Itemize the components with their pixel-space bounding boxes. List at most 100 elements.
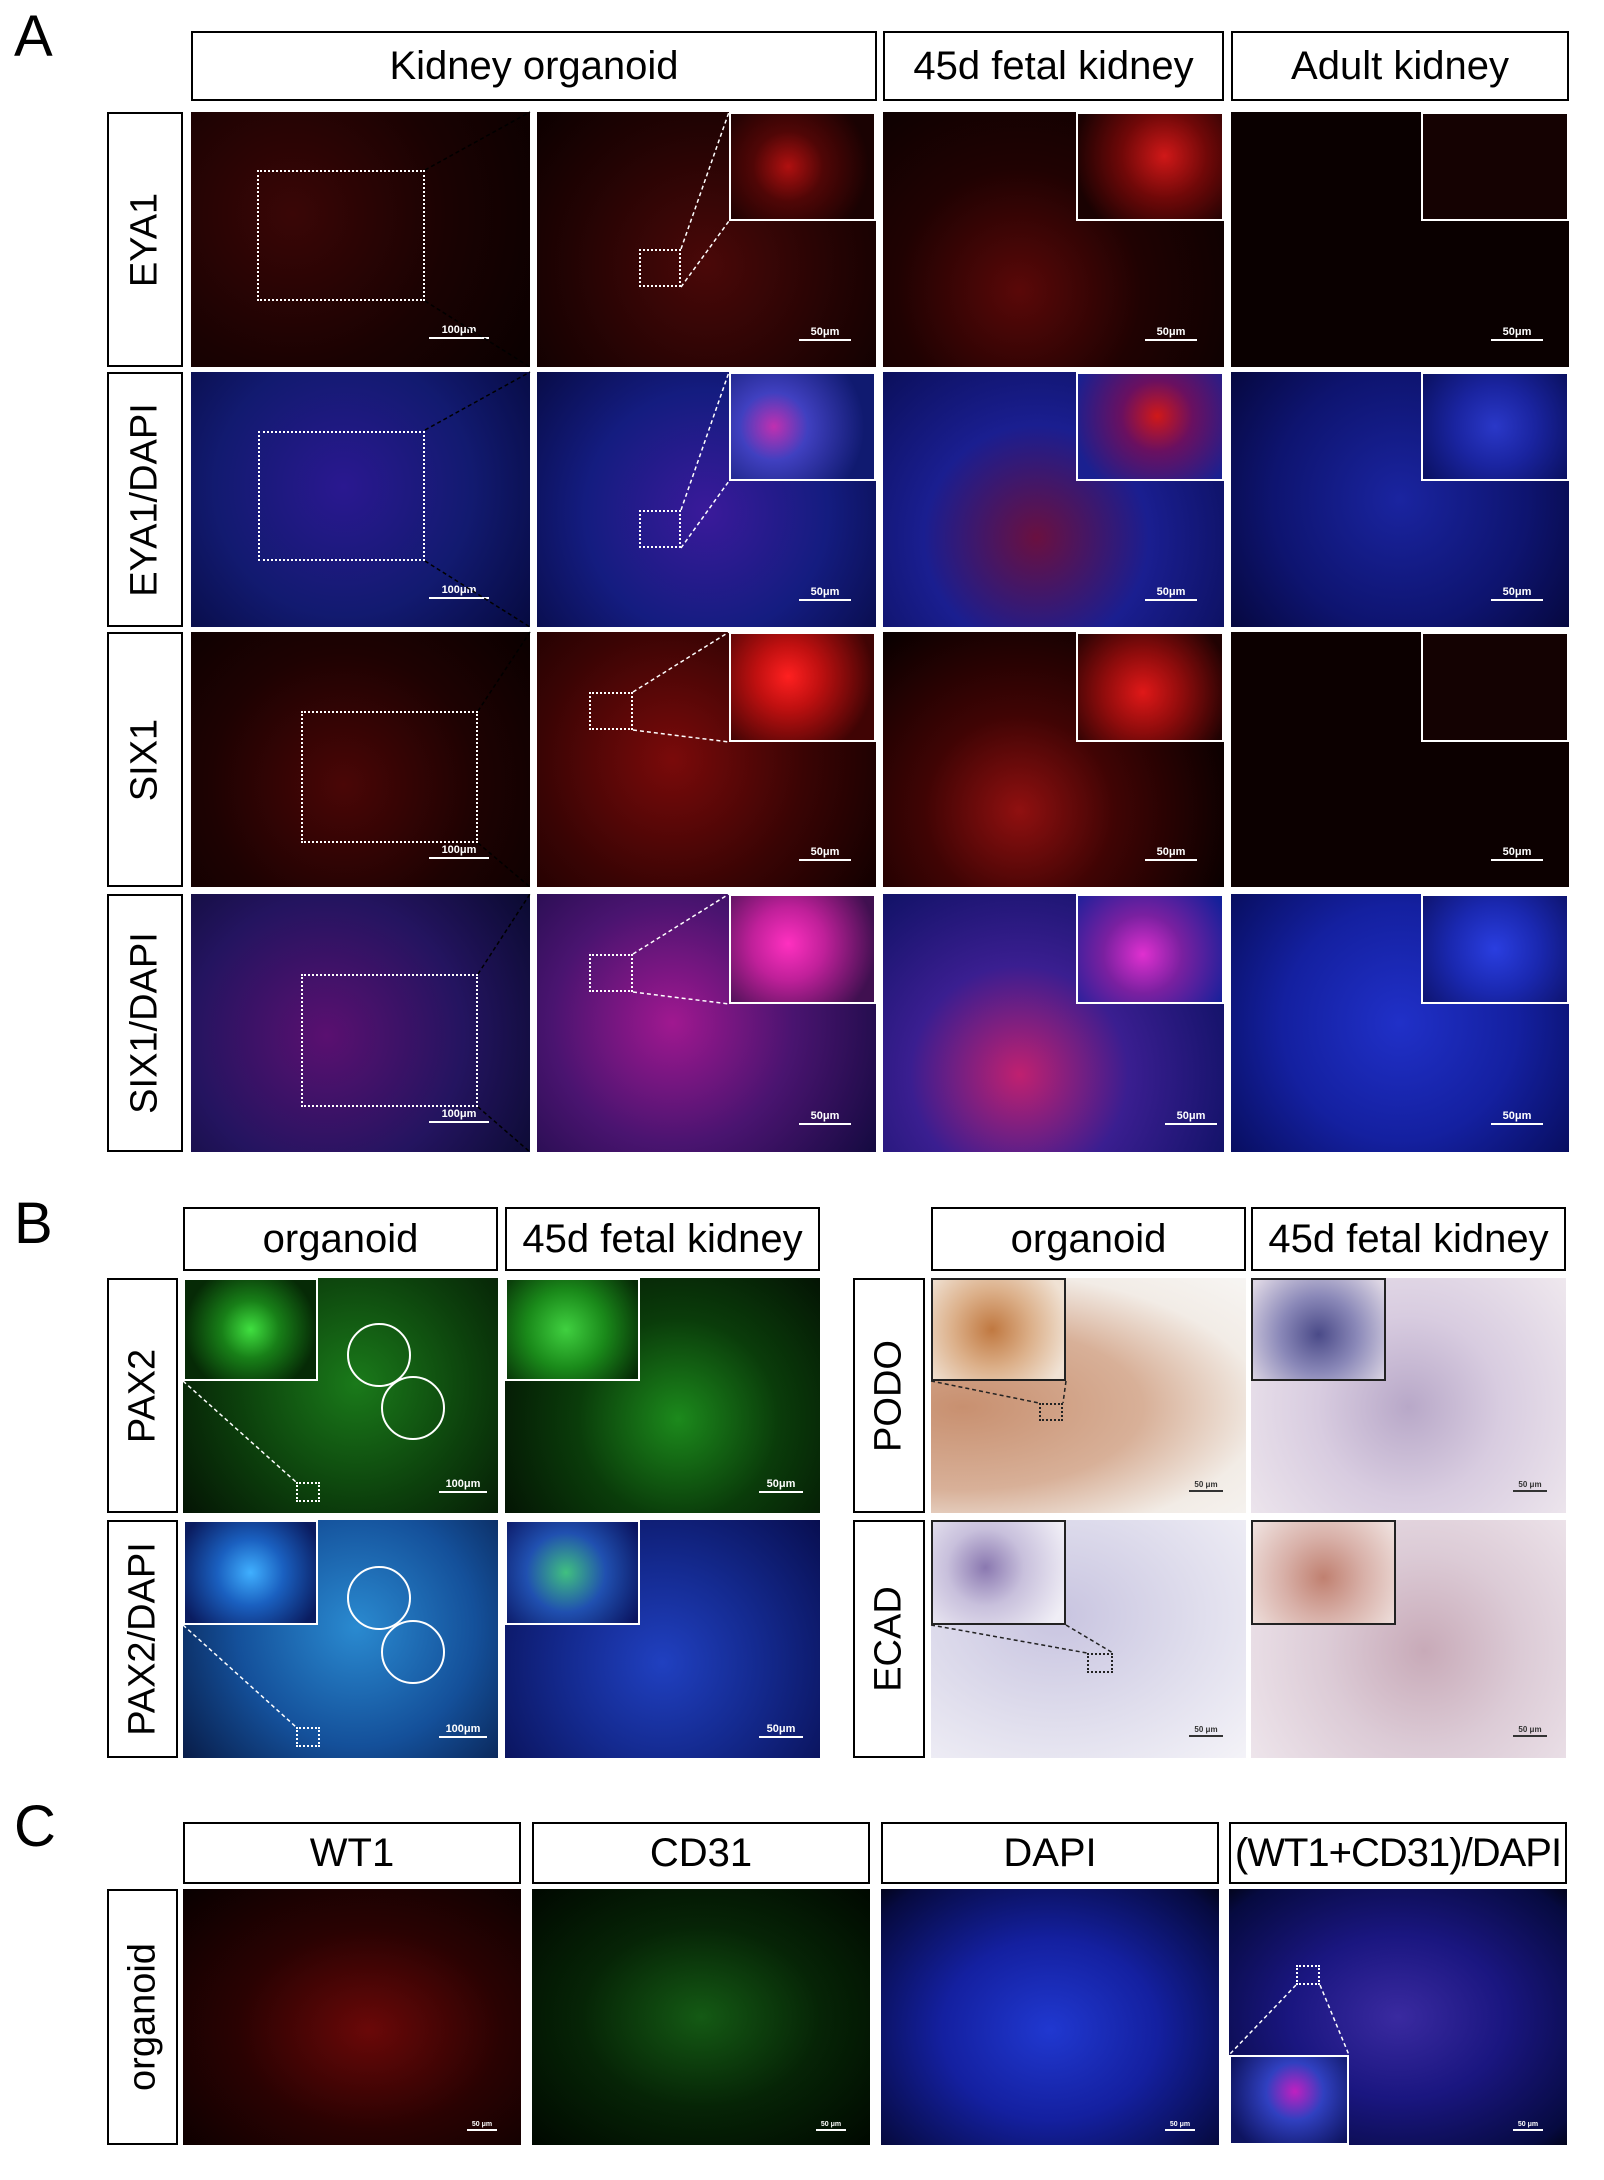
scale-bar: 50μm [1145,326,1197,341]
inset-zoom [1421,632,1569,742]
micrograph-dapi-organoid: 50 μm [881,1889,1219,2145]
inset-zoom [729,894,876,1004]
roi-box [589,954,633,992]
col-header-45d-fetal-kidney: 45d fetal kidney [883,31,1224,101]
roi-box [1039,1403,1063,1421]
inset-zoom [931,1520,1066,1625]
row-label-ecad: ECAD [853,1520,925,1758]
row-label-podo: PODO [853,1278,925,1513]
scale-bar: 100μm [429,844,489,859]
row-label-pax2: PAX2 [107,1278,178,1513]
scale-bar: 50 μm [1513,2121,1543,2131]
inset-zoom [1421,894,1569,1004]
scale-bar: 50μm [1491,326,1543,341]
micrograph-merge-organoid: 50 μm [1229,1889,1567,2145]
micrograph-eya1-organoid-high: 50μm [537,112,876,367]
row-label-eya1-dapi: EYA1/DAPI [107,372,183,627]
c-col-header-cd31: CD31 [532,1822,870,1884]
scale-bar: 50 μm [1513,1480,1547,1492]
inset-zoom [1076,112,1224,221]
inset-zoom [729,632,876,742]
scale-bar: 50μm [759,1478,803,1493]
panel-letter-b: B [14,1191,53,1256]
inset-zoom [183,1520,318,1625]
region-circle [347,1566,411,1630]
micrograph-eya1-organoid-low: 100μm [191,112,530,367]
roi-box [1296,1965,1320,1985]
c-col-header-merge: (WT1+CD31)/DAPI [1229,1822,1567,1884]
roi-box [639,510,681,548]
col-header-adult-kidney: Adult kidney [1231,31,1569,101]
micrograph-six1-dapi-organoid-high: 50μm [537,894,876,1152]
scale-bar: 50μm [1491,846,1543,861]
region-circle [347,1323,411,1387]
micrograph-eya1-fetal: 50μm [883,112,1224,367]
row-label-eya1: EYA1 [107,112,183,367]
inset-zoom [1076,894,1224,1004]
inset-zoom [1076,372,1224,481]
c-col-header-dapi: DAPI [881,1822,1219,1884]
micrograph-pax2-dapi-organoid: 100μm [183,1520,498,1758]
region-circle [381,1620,445,1684]
scale-bar: 50μm [1145,586,1197,601]
scale-bar: 50 μm [1189,1725,1223,1737]
micrograph-eya1-dapi-organoid-high: 50μm [537,372,876,627]
scale-bar: 50μm [799,846,851,861]
micrograph-ecad-fetal: 50 μm [1251,1520,1566,1758]
panel-letter-c: C [14,1794,56,1859]
inset-zoom [729,112,876,221]
micrograph-six1-dapi-adult: 50μm [1231,894,1569,1152]
inset-zoom [1421,372,1569,481]
micrograph-six1-adult: 50μm [1231,632,1569,887]
scale-bar: 50μm [799,326,851,341]
roi-box [639,249,681,287]
inset-zoom [931,1278,1066,1381]
micrograph-eya1-dapi-adult: 50μm [1231,372,1569,627]
micrograph-six1-dapi-organoid-low: 100μm [191,894,530,1152]
b-col-header-45d-fetal-kidney: 45d fetal kidney [505,1207,820,1271]
b-col-header-organoid: organoid [183,1207,498,1271]
inset-zoom [1421,112,1569,221]
scale-bar: 50 μm [1513,1725,1547,1737]
inset-zoom [1076,632,1224,742]
scale-bar: 100μm [439,1478,487,1493]
row-label-six1: SIX1 [107,632,183,887]
scale-bar: 100μm [429,1108,489,1123]
scale-bar: 50 μm [467,2121,497,2131]
roi-box [301,711,478,843]
scale-bar: 50μm [1491,1110,1543,1125]
row-label-organoid: organoid [107,1889,178,2145]
micrograph-six1-dapi-fetal: 50μm [883,894,1224,1152]
inset-zoom [729,372,876,481]
row-label-pax2-dapi: PAX2/DAPI [107,1520,178,1758]
roi-box [296,1727,320,1747]
scale-bar: 50 μm [1165,2121,1195,2131]
scale-bar: 50μm [1145,846,1197,861]
inset-zoom [1251,1278,1386,1381]
scale-bar: 50μm [799,1110,851,1125]
roi-box [1087,1653,1113,1673]
scale-bar: 50μm [759,1723,803,1738]
roi-box [257,170,425,301]
inset-zoom [1251,1520,1396,1625]
scale-bar: 50 μm [816,2121,846,2131]
micrograph-pax2-organoid: 100μm [183,1278,498,1513]
micrograph-eya1-dapi-organoid-low: 100μm [191,372,530,627]
inset-zoom [1229,2055,1349,2145]
micrograph-six1-organoid-low: 100μm [191,632,530,887]
roi-box [296,1482,320,1502]
b-col-header-organoid-ihc: organoid [931,1207,1246,1271]
scale-bar: 50μm [1491,586,1543,601]
micrograph-pax2-dapi-fetal: 50μm [505,1520,820,1758]
micrograph-pax2-fetal: 50μm [505,1278,820,1513]
micrograph-podo-organoid: 50 μm [931,1278,1246,1513]
c-col-header-wt1: WT1 [183,1822,521,1884]
roi-box [301,974,478,1107]
micrograph-wt1-organoid: 50 μm [183,1889,521,2145]
scale-bar: 50μm [799,586,851,601]
micrograph-eya1-dapi-fetal: 50μm [883,372,1224,627]
inset-zoom [183,1278,318,1381]
roi-box [589,692,633,730]
micrograph-ecad-organoid: 50 μm [931,1520,1246,1758]
region-circle [381,1376,445,1440]
